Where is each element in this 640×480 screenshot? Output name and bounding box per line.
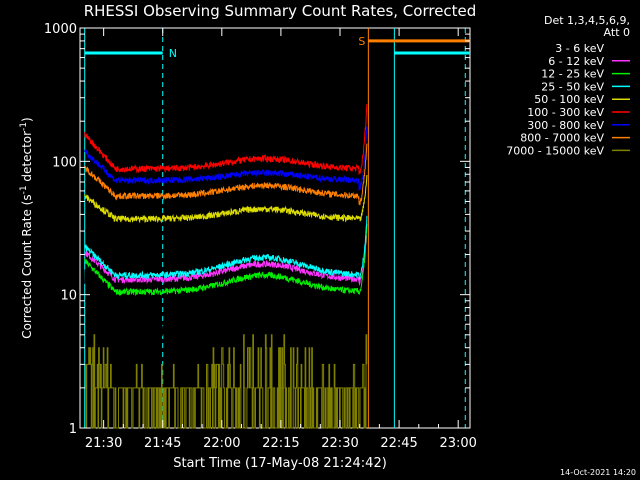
y-axis-label-part2: detector: [20, 131, 34, 186]
x-tick-label: 21:45: [144, 436, 181, 451]
legend-header-line2: Att 0: [604, 26, 630, 39]
y-axis-label-part1: Corrected Count Rate (s: [20, 194, 34, 338]
legend-label: 12 - 25 keV: [541, 68, 604, 81]
x-tick-label: 23:00: [439, 436, 476, 451]
x-tick-label: 21:30: [85, 436, 122, 451]
x-tick-label: 22:15: [262, 436, 299, 451]
y-axis-ticks: 1 10 100 1000: [44, 22, 470, 437]
legend-label: 25 - 50 keV: [541, 80, 604, 93]
legend-label: 800 - 7000 keV: [520, 132, 604, 145]
y-axis-label-sup1: -1: [19, 185, 29, 194]
x-tick-label: 22:45: [380, 436, 417, 451]
x-tick-label: 22:00: [203, 436, 240, 451]
y-axis-label: Corrected Count Rate (s-1 detector-1): [19, 117, 34, 338]
legend-label: 300 - 800 keV: [527, 119, 604, 132]
series-line-3: [84, 215, 368, 280]
series-line-6: [84, 126, 368, 191]
legend-label: 3 - 6 keV: [555, 42, 604, 55]
legend-label: 100 - 300 keV: [527, 106, 604, 119]
series-line-4: [84, 174, 368, 224]
legend-label: 7000 - 15000 keV: [506, 144, 604, 157]
footer-timestamp: 14-Oct-2021 14:20: [560, 468, 636, 477]
chart-title: RHESSI Observing Summary Count Rates, Co…: [84, 2, 477, 20]
y-tick-label: 10: [60, 289, 77, 304]
series-line-8: [84, 334, 368, 429]
y-axis-label-sup2: -1: [19, 122, 29, 131]
flag-label: N: [169, 47, 177, 60]
y-tick-label: 1000: [44, 22, 77, 37]
legend-label: 50 - 100 keV: [534, 93, 604, 106]
legend-label: 6 - 12 keV: [548, 55, 604, 68]
series-line-1: [84, 235, 368, 287]
y-axis-label-part3: ): [20, 117, 34, 122]
x-axis-label: Start Time (17-May-08 21:24:42): [173, 456, 387, 471]
x-tick-label: 22:30: [321, 436, 358, 451]
series-line-5: [84, 103, 368, 176]
legend-header-line1: Det 1,3,4,5,6,9,: [544, 14, 630, 27]
series-line-0: [84, 260, 368, 339]
series-line-7: [84, 143, 368, 206]
x-axis-ticks: 21:30 21:45 22:00 22:15 22:30 22:45 23:00: [85, 28, 477, 451]
plot-layer: NS: [84, 28, 470, 429]
y-tick-label: 100: [52, 155, 77, 170]
series-line-2: [84, 223, 368, 297]
flag-label: S: [358, 35, 365, 48]
y-tick-label: 1: [69, 422, 77, 437]
